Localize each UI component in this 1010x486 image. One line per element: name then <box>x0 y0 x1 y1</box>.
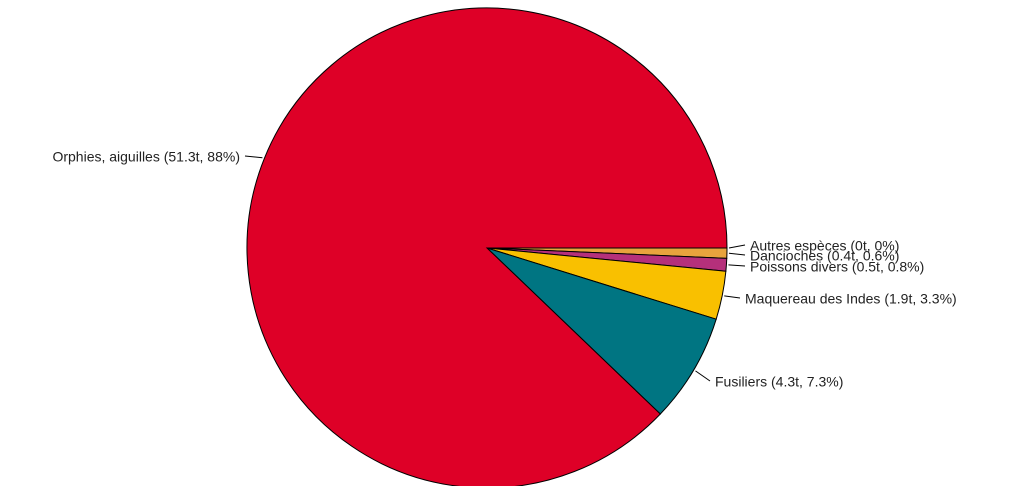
pie-labels: Autres espèces (0t, 0%)Dancioches (0.4t,… <box>52 149 956 390</box>
pie-slice <box>486 247 717 415</box>
slice-label: Dancioches (0.4t, 0.6%) <box>750 248 899 264</box>
slice-label: Maquereau des Indes (1.9t, 3.3%) <box>745 291 957 307</box>
pie-slice <box>246 7 728 486</box>
slice-label: Autres espèces (0t, 0%) <box>750 238 899 254</box>
leader-line <box>244 155 263 159</box>
slice-label: Fusiliers (4.3t, 7.3%) <box>715 374 843 390</box>
leader-line <box>728 264 746 267</box>
slice-label: Poissons divers (0.5t, 0.8%) <box>750 259 924 275</box>
leader-line <box>728 244 746 249</box>
leader-line <box>695 370 711 382</box>
leader-line <box>724 295 741 299</box>
slice-label: Orphies, aiguilles (51.3t, 88%) <box>52 149 240 165</box>
leader-line <box>728 252 746 256</box>
pie-slices <box>246 7 728 486</box>
